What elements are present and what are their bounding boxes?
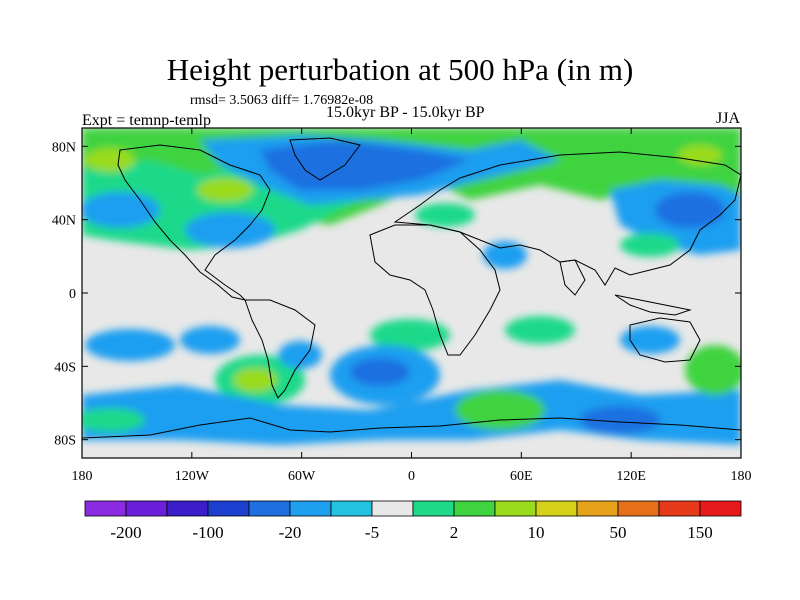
period-label: 15.0kyr BP - 15.0kyr BP [326,104,485,121]
contour-yellow-nwatl [197,178,253,202]
coast-antarctica [82,417,741,439]
colorbar-label: 2 [450,523,459,542]
colorbar-label: -200 [110,523,141,542]
colorbar-swatch [453,500,496,517]
contour-npac-green [620,233,680,257]
contour-asia-deep [655,192,725,228]
contour-n-deepblue [260,140,470,190]
colorbar-swatch [371,500,414,517]
experiment-label: Expt = temnp-temlp [82,112,211,129]
longitude-ticks: 180 120W 60W 0 60E 120E 180 [72,128,752,484]
lat-tick-label: 40N [52,214,76,229]
lon-tick-label: 180 [72,469,93,484]
coast-eurasia [393,151,741,286]
colorbar-swatch [84,500,127,517]
colorbar-swatch [330,500,373,517]
lon-tick-label: 120W [175,469,210,484]
contour-fields [82,128,741,458]
coast-india [559,259,586,296]
contour-sam-yellow [233,368,277,392]
contour-satl-deep [350,358,410,386]
chart-title: Height perturbation at 500 hPa (in m) [166,52,634,87]
colorbar-swatch [576,500,619,517]
colorbar: -200 -100 -20 -5 2 10 50 150 [84,500,742,542]
colorbar-swatch [207,500,250,517]
contour-so-green1 [455,390,545,430]
contour-arabia-blue [483,241,527,269]
coast-australia [629,317,701,363]
coastlines [82,137,741,439]
contour-pac-blue [82,192,160,228]
contour-sepac-blue [85,329,175,361]
contour-natl-blue [185,212,275,248]
coast-south-america [244,299,316,399]
colorbar-swatch [699,500,742,517]
coast-greenland [289,137,361,181]
colorbar-swatch [248,500,291,517]
lat-tick-label: 80S [54,434,76,449]
colorbar-label: 150 [687,523,713,542]
contour-so-green3 [82,408,145,432]
lon-tick-label: 0 [408,469,415,484]
contour-so-blue [82,380,741,445]
colorbar-label: 50 [610,523,627,542]
colorbar-swatch [617,500,660,517]
colorbar-label: -100 [192,523,223,542]
lon-tick-label: 120E [616,469,646,484]
contour-sio-green2 [505,316,575,344]
stats-line: rmsd= 3.5063 diff= 1.76982e-08 [190,93,374,108]
colorbar-swatch [658,500,701,517]
contour-so-green2 [685,345,741,395]
lat-tick-label: 80N [52,140,76,155]
contour-so-deep [580,406,660,434]
colorbar-label: 10 [528,523,545,542]
colorbar-swatch [535,500,578,517]
colorbar-swatch [412,500,455,517]
colorbar-swatch [494,500,537,517]
contour-spac-blue [180,326,240,354]
colorbar-swatch [289,500,332,517]
contour-sio-lightgreen [370,319,450,351]
contour-sam-blue [278,341,322,369]
contour-sahara-green [415,203,475,227]
contour-yellow-nwpac [85,148,135,172]
colorbar-swatch [125,500,168,517]
coast-north-america [117,144,271,301]
lon-tick-label: 60W [288,469,316,484]
coast-indonesia [614,294,692,316]
contour-aus-blue [620,326,680,354]
lon-tick-label: 60E [510,469,533,484]
latitude-ticks: 80N 40N 0 40S 80S [52,140,741,449]
colorbar-label: -20 [279,523,302,542]
lat-tick-label: 0 [69,287,76,302]
season-label: JJA [716,110,741,127]
lon-tick-label: 180 [731,469,752,484]
colorbar-label: -5 [365,523,379,542]
lat-tick-label: 40S [54,360,76,375]
contour-yellow-nepac [678,145,722,165]
colorbar-swatch [166,500,209,517]
